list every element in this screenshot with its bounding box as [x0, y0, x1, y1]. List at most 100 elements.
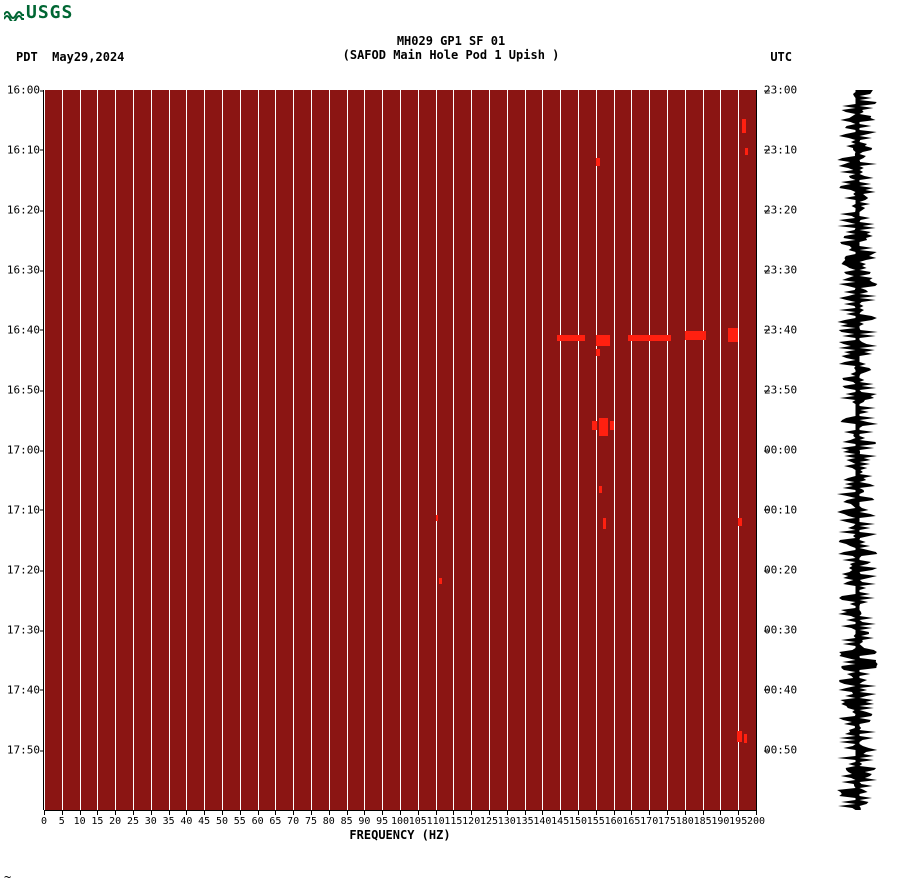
grid-line [240, 90, 241, 810]
grid-line [364, 90, 365, 810]
grid-line [44, 90, 45, 810]
x-tick: 150 [569, 816, 587, 827]
grid-line [400, 90, 401, 810]
spectral-peak [737, 731, 743, 742]
grid-line [542, 90, 543, 810]
grid-line [275, 90, 276, 810]
x-tick: 160 [605, 816, 623, 827]
x-tick: 5 [59, 816, 65, 827]
x-tick: 130 [498, 816, 516, 827]
x-tick: 45 [198, 816, 210, 827]
x-tick: 115 [444, 816, 462, 827]
y-right-tick: 00:50 [764, 744, 797, 757]
spectral-peak [592, 421, 596, 430]
grid-line [222, 90, 223, 810]
grid-line [667, 90, 668, 810]
x-tick: 140 [533, 816, 551, 827]
grid-line [525, 90, 526, 810]
x-tick: 30 [145, 816, 157, 827]
x-tick: 165 [622, 816, 640, 827]
spectral-peak [596, 349, 600, 356]
grid-line [685, 90, 686, 810]
spectrogram [44, 90, 756, 810]
y-left-tick: 16:50 [7, 384, 40, 397]
y-right-tick: 23:20 [764, 204, 797, 217]
spectral-peak [745, 148, 748, 155]
grid-line [329, 90, 330, 810]
y-axis-left: 16:0016:1016:2016:3016:4016:5017:0017:10… [0, 90, 42, 810]
x-tick: 65 [269, 816, 281, 827]
x-tick: 105 [409, 816, 427, 827]
grid-line [151, 90, 152, 810]
y-left-tick: 17:50 [7, 744, 40, 757]
y-right-tick: 23:10 [764, 143, 797, 156]
y-left-tick: 16:00 [7, 84, 40, 97]
x-tick: 15 [91, 816, 103, 827]
y-left-tick: 17:40 [7, 683, 40, 696]
grid-line [489, 90, 490, 810]
spectral-peak [599, 486, 602, 493]
x-axis-label: FREQUENCY (HZ) [44, 828, 756, 842]
spectral-peak [742, 119, 746, 133]
x-tick: 195 [729, 816, 747, 827]
header-left: PDT May29,2024 [16, 50, 124, 64]
y-left-tick: 16:40 [7, 323, 40, 336]
date-label: May29,2024 [52, 50, 124, 64]
x-tick: 155 [587, 816, 605, 827]
grid-line [720, 90, 721, 810]
spectral-peak [738, 518, 742, 525]
grid-line [115, 90, 116, 810]
x-tick: 190 [711, 816, 729, 827]
x-tick: 85 [341, 816, 353, 827]
x-tick: 0 [41, 816, 47, 827]
grid-line [62, 90, 63, 810]
grid-line [453, 90, 454, 810]
x-tick: 50 [216, 816, 228, 827]
spectral-peak [685, 331, 706, 340]
x-tick: 20 [109, 816, 121, 827]
x-tick: 110 [427, 816, 445, 827]
x-tick: 75 [305, 816, 317, 827]
spectral-peak [557, 335, 585, 341]
grid-line [186, 90, 187, 810]
x-tick: 40 [180, 816, 192, 827]
header-right: UTC [770, 50, 792, 64]
grid-line [133, 90, 134, 810]
axis-border-left [43, 90, 44, 810]
grid-line [560, 90, 561, 810]
grid-line [169, 90, 170, 810]
grid-line [436, 90, 437, 810]
usgs-text: USGS [26, 2, 73, 23]
usgs-logo: USGS [4, 2, 73, 23]
usgs-wave-icon [4, 5, 24, 21]
grid-line [382, 90, 383, 810]
x-tick: 200 [747, 816, 765, 827]
tz-right-label: UTC [770, 50, 792, 64]
y-right-tick: 00:40 [764, 683, 797, 696]
spectral-peak [628, 335, 671, 341]
spectral-peak [603, 518, 606, 529]
spectral-peak [439, 578, 442, 584]
grid-line [258, 90, 259, 810]
grid-line [80, 90, 81, 810]
y-right-tick: 23:50 [764, 384, 797, 397]
tz-left-label: PDT [16, 50, 38, 64]
spectral-peak [599, 418, 608, 436]
grid-line [578, 90, 579, 810]
chart-title: MH029 GP1 SF 01 (SAFOD Main Hole Pod 1 U… [0, 34, 902, 62]
spectral-peak [596, 335, 610, 346]
y-right-tick: 00:30 [764, 624, 797, 637]
y-right-tick: 23:00 [764, 84, 797, 97]
x-tick: 170 [640, 816, 658, 827]
y-axis-right: 23:0023:1023:2023:3023:4023:5000:0000:10… [758, 90, 808, 810]
y-left-tick: 16:20 [7, 204, 40, 217]
grid-line [614, 90, 615, 810]
x-tick: 100 [391, 816, 409, 827]
y-right-tick: 00:10 [764, 503, 797, 516]
waveform-trace [820, 90, 895, 810]
x-tick: 35 [163, 816, 175, 827]
grid-line [204, 90, 205, 810]
y-right-tick: 00:00 [764, 444, 797, 457]
spectral-peak [728, 328, 739, 342]
x-tick: 180 [676, 816, 694, 827]
